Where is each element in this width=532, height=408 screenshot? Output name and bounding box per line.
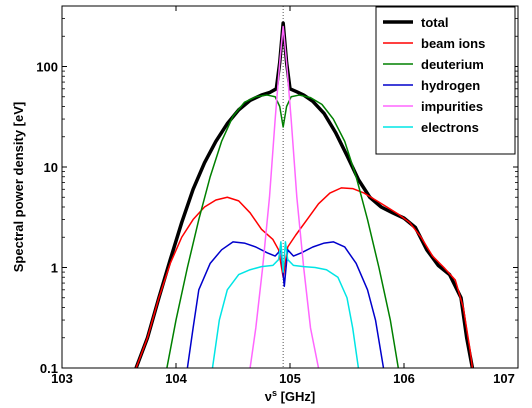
y-tick-label: 1	[51, 261, 58, 276]
x-axis-title-base: ν	[265, 389, 272, 404]
x-tick-label: 103	[51, 371, 73, 386]
y-axis-title: Spectral power density [eV]	[11, 102, 26, 273]
x-tick-label: 107	[493, 371, 515, 386]
x-tick-label: 105	[279, 371, 301, 386]
x-axis-title: νs [GHz]	[265, 388, 316, 404]
legend-label-impurities: impurities	[421, 99, 483, 114]
x-axis-title-unit: [GHz]	[277, 389, 315, 404]
legend-box	[375, 6, 516, 155]
y-tick-label: 10	[44, 160, 58, 175]
series-line-deuterium	[166, 94, 400, 368]
x-tick-label: 106	[393, 371, 415, 386]
legend: total beam ions deuterium hydrogen impuritie…	[375, 6, 516, 155]
series-line-electrons	[211, 241, 360, 368]
legend-label-electrons: electrons	[421, 120, 479, 135]
legend-label-total: total	[421, 15, 448, 30]
series-line-hydrogen	[186, 241, 385, 368]
y-tick-label: 0.1	[40, 361, 58, 376]
x-tick-label: 104	[165, 371, 187, 386]
y-tick-label: 100	[36, 60, 58, 75]
legend-label-beam-ions: beam ions	[421, 36, 485, 51]
series-line-impurities	[249, 25, 320, 368]
x-axis-title-superscript: s	[272, 388, 277, 398]
series-line-beam-ions	[135, 187, 474, 368]
legend-label-hydrogen: hydrogen	[421, 78, 480, 93]
legend-label-deuterium: deuterium	[421, 57, 484, 72]
